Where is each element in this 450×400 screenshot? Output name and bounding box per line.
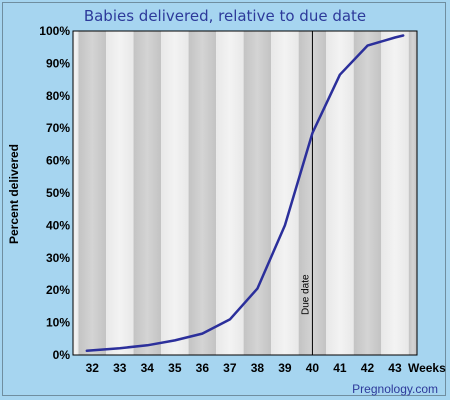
week-band — [78, 31, 107, 355]
x-tick-label: 41 — [333, 361, 347, 375]
week-band — [353, 31, 382, 355]
y-tick-label: 0% — [53, 348, 71, 362]
credit-text: Pregnology.com — [352, 382, 438, 396]
y-tick-label: 80% — [46, 89, 70, 103]
plot-border — [72, 30, 418, 356]
week-band — [133, 31, 162, 355]
week-band — [73, 31, 79, 355]
week-band — [106, 31, 134, 355]
y-tick-label: 60% — [46, 154, 70, 168]
y-tick-label: 90% — [46, 56, 70, 70]
week-band — [243, 31, 272, 355]
x-tick-label: 40 — [306, 361, 320, 375]
week-band — [381, 31, 409, 355]
series-line — [85, 34, 405, 353]
week-band — [188, 31, 217, 355]
x-tick-label: 37 — [223, 361, 237, 375]
chart-frame — [2, 2, 446, 396]
x-axis-title: Weeks — [408, 361, 446, 375]
y-tick-label: 50% — [46, 186, 70, 200]
x-tick-label: 43 — [388, 361, 402, 375]
y-tick-label: 100% — [39, 24, 70, 38]
week-band — [408, 31, 417, 355]
chart-title: Babies delivered, relative to due date — [83, 7, 367, 25]
x-tick-label: 36 — [196, 361, 210, 375]
y-tick-label: 30% — [46, 251, 70, 265]
x-tick-label: 32 — [86, 361, 100, 375]
week-band — [326, 31, 354, 355]
y-tick-label: 70% — [46, 121, 70, 135]
x-tick-label: 33 — [113, 361, 127, 375]
week-band — [216, 31, 244, 355]
x-tick-label: 42 — [361, 361, 375, 375]
x-tick-label: 35 — [168, 361, 182, 375]
x-tick-label: 38 — [251, 361, 265, 375]
x-tick-label: 34 — [141, 361, 155, 375]
y-tick-label: 20% — [46, 283, 70, 297]
x-tick-label: 39 — [278, 361, 292, 375]
week-band — [161, 31, 189, 355]
y-tick-label: 10% — [46, 316, 70, 330]
due-date-label: Due date — [300, 274, 311, 315]
y-tick-label: 40% — [46, 218, 70, 232]
